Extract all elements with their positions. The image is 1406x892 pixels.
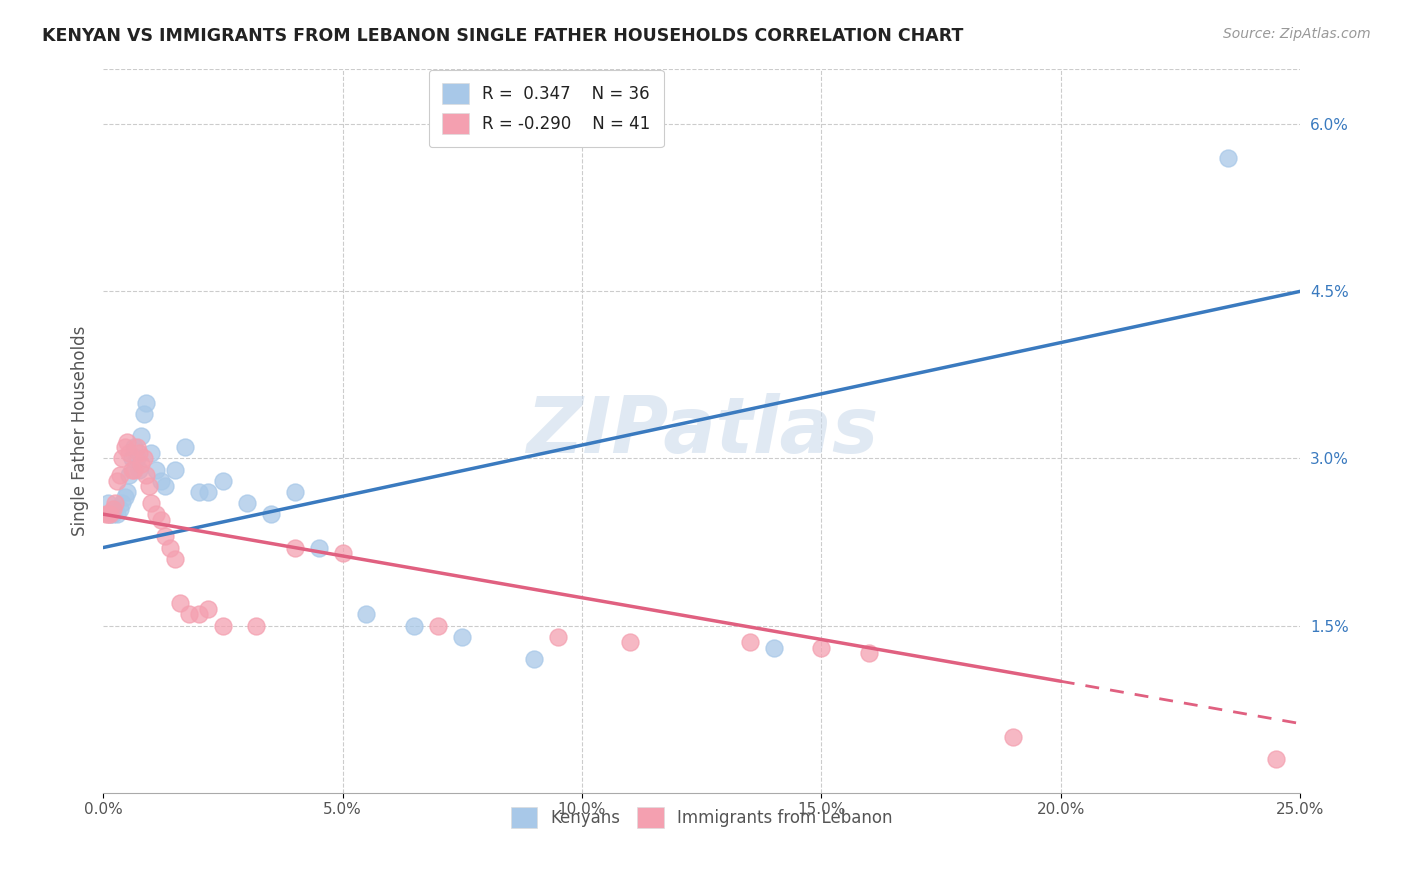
Point [115,484,138,499]
Point [101,501,124,516]
Point [98,507,121,521]
Point [858,647,880,661]
Point [187,484,209,499]
Text: Source: ZipAtlas.com: Source: ZipAtlas.com [1223,27,1371,41]
Point [107,507,129,521]
Point [179,607,201,622]
Point [284,484,307,499]
Point [1218,151,1240,165]
Point [97,507,120,521]
Point [810,640,832,655]
Point [118,468,141,483]
Point [149,474,172,488]
Point [104,501,127,516]
Point [211,474,233,488]
Point [121,451,143,466]
Point [1265,752,1288,766]
Point [111,451,134,466]
Point [135,468,157,483]
Point [135,395,157,409]
Point [211,618,233,632]
Point [187,607,209,622]
Point [131,429,153,443]
Point [173,440,195,454]
Point [131,457,153,471]
Point [451,630,474,644]
Point [121,462,143,476]
Point [122,440,145,454]
Point [149,513,172,527]
Point [308,541,330,555]
Point [114,440,136,454]
Point [159,541,181,555]
Point [523,652,546,666]
Point [122,462,145,476]
Point [132,407,155,421]
Point [155,529,177,543]
Point [260,507,283,521]
Point [107,474,129,488]
Point [145,507,167,521]
Y-axis label: Single Father Households: Single Father Households [72,326,89,536]
Point [114,491,136,505]
Point [139,496,162,510]
Point [111,496,134,510]
Text: KENYAN VS IMMIGRANTS FROM LEBANON SINGLE FATHER HOUSEHOLDS CORRELATION CHART: KENYAN VS IMMIGRANTS FROM LEBANON SINGLE… [42,27,963,45]
Point [332,546,354,560]
Point [115,434,138,449]
Legend: Kenyans, Immigrants from Lebanon: Kenyans, Immigrants from Lebanon [503,800,900,835]
Point [245,618,267,632]
Point [163,462,186,476]
Point [145,462,167,476]
Point [404,618,426,632]
Point [155,479,177,493]
Point [138,479,160,493]
Point [108,468,131,483]
Point [197,484,219,499]
Point [169,596,191,610]
Point [101,507,124,521]
Point [139,446,162,460]
Point [762,640,785,655]
Point [125,451,148,466]
Point [284,541,307,555]
Point [163,551,186,566]
Point [118,446,141,460]
Point [128,446,150,460]
Point [427,618,450,632]
Point [98,507,121,521]
Point [619,635,641,649]
Text: ZIPatlas: ZIPatlas [526,392,877,468]
Point [1001,730,1024,744]
Point [97,496,120,510]
Point [236,496,259,510]
Point [356,607,378,622]
Point [104,496,127,510]
Point [132,451,155,466]
Point [94,507,117,521]
Point [738,635,761,649]
Point [128,462,150,476]
Point [197,602,219,616]
Point [108,501,131,516]
Point [125,440,148,454]
Point [547,630,569,644]
